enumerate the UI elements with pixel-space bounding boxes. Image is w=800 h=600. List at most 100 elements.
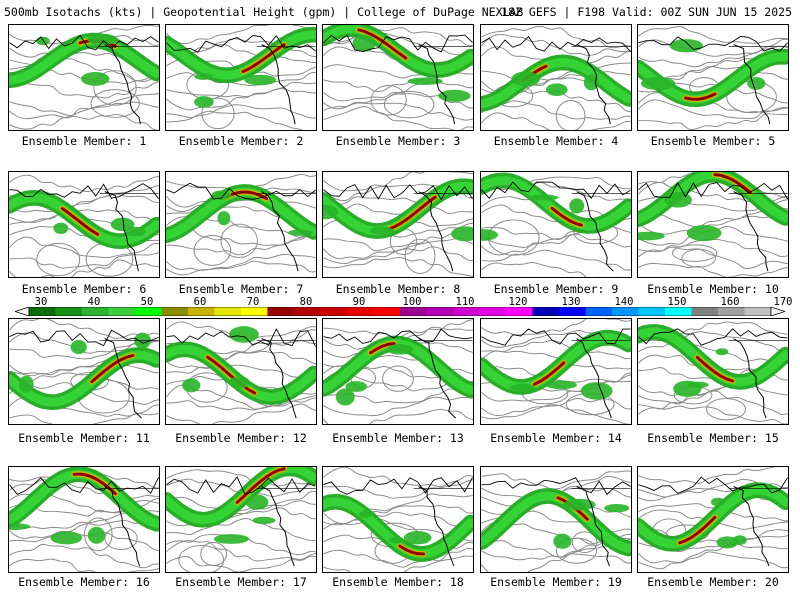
- isotach-patch: [81, 72, 110, 86]
- coastline: [9, 329, 159, 347]
- ensemble-member-caption: Ensemble Member: 15: [647, 431, 779, 445]
- isotach-band-50kt: [323, 339, 473, 395]
- height-contour-line: [166, 518, 316, 541]
- ensemble-member-caption: Ensemble Member: 11: [18, 431, 150, 445]
- ensemble-map-panel: [165, 24, 317, 131]
- ensemble-member-caption: Ensemble Member: 19: [490, 575, 622, 589]
- coastline-borders: [323, 477, 473, 567]
- height-contour-line: [323, 547, 473, 568]
- height-contour-line: [166, 88, 316, 111]
- isotach-core-90kt: [713, 173, 752, 194]
- colorbar-swatch: [665, 307, 692, 316]
- ensemble-map: [323, 319, 473, 424]
- colorbar-swatch: [400, 307, 427, 316]
- colorbar-swatch: [108, 307, 136, 316]
- ensemble-map: [166, 25, 316, 130]
- isotach-patch: [716, 536, 739, 549]
- ensemble-member-caption: Ensemble Member: 13: [332, 431, 464, 445]
- height-contour-line: [9, 174, 159, 192]
- coastline: [638, 476, 788, 494]
- height-contour-line: [638, 467, 776, 484]
- height-contour-closed: [571, 531, 598, 553]
- west-coastline: [261, 486, 295, 567]
- coastline: [9, 34, 159, 51]
- isotach-patch: [50, 531, 83, 545]
- height-contour-line: [638, 405, 788, 424]
- colorbar-swatch: [691, 307, 719, 316]
- height-contour-closed: [193, 235, 232, 266]
- ensemble-member-caption: Ensemble Member: 7: [178, 282, 304, 296]
- ensemble-map: [166, 321, 316, 424]
- ensemble-map-panel: [165, 171, 317, 278]
- isotach-patch: [509, 383, 535, 392]
- height-contour-line: [323, 106, 473, 130]
- coastline-borders: [638, 328, 788, 419]
- coastline-borders: [323, 34, 473, 125]
- ensemble-map: [323, 25, 473, 130]
- height-contour-line: [166, 38, 316, 57]
- isotach-patch: [580, 382, 613, 400]
- coastline-borders: [166, 34, 316, 125]
- height-contour-line: [638, 181, 788, 203]
- colorbar-swatch: [453, 307, 480, 316]
- height-contour-line: [166, 44, 316, 64]
- isotach-patch: [53, 222, 69, 234]
- height-contours: [9, 319, 159, 424]
- isotach-core-90kt: [90, 354, 135, 384]
- isotach-patch: [388, 536, 404, 544]
- coastline: [481, 35, 631, 52]
- isotach-jet: [638, 324, 788, 397]
- ensemble-map: [9, 319, 159, 424]
- height-contour-line: [9, 209, 159, 223]
- ensemble-member-caption: Ensemble Member: 5: [650, 134, 776, 148]
- isotach-jet: [481, 54, 631, 112]
- height-contour-line: [481, 62, 631, 81]
- isotach-patch: [604, 503, 630, 513]
- isotach-core-90kt: [241, 43, 286, 74]
- height-contour-line: [323, 408, 473, 424]
- coastline: [481, 328, 631, 346]
- ensemble-map-panel: [637, 466, 789, 573]
- ensemble-map: [481, 319, 631, 424]
- isotach-patch: [562, 498, 596, 511]
- ensemble-map: [9, 467, 159, 572]
- west-coastline: [104, 338, 142, 419]
- west-coastline: [418, 338, 457, 419]
- colorbar-tick-label: 160: [720, 296, 740, 308]
- coastline-borders: [638, 181, 788, 272]
- ensemble-map-panel: [637, 318, 789, 425]
- height-contour-line: [638, 238, 788, 257]
- isotach-patch: [70, 339, 87, 355]
- isotach-patch: [369, 226, 395, 235]
- height-contour-line: [166, 394, 316, 411]
- height-contour-line: [166, 540, 316, 562]
- height-contour-closed: [555, 100, 586, 130]
- colorbar-strip: [15, 307, 785, 316]
- isotach-patch: [359, 510, 372, 519]
- coastline: [323, 328, 473, 344]
- height-contour-line: [638, 509, 788, 530]
- isotach-jet: [9, 32, 159, 89]
- height-contour-line: [166, 104, 316, 119]
- west-coastline: [576, 338, 612, 419]
- coastline: [638, 328, 788, 346]
- colorbar-swatch: [214, 307, 242, 316]
- isotach-jet: [638, 39, 788, 108]
- height-contour-line: [9, 193, 159, 213]
- height-contour-line: [9, 499, 159, 517]
- isotach-core-90kt: [235, 467, 286, 504]
- coastline-borders: [481, 477, 631, 567]
- height-contour-closed: [555, 537, 598, 564]
- height-contour-closed: [706, 398, 747, 421]
- ensemble-map-panel: [8, 466, 160, 573]
- height-contour-line: [638, 225, 788, 246]
- colorbar-tick-label: 90: [352, 296, 366, 308]
- ensemble-map-panel: [480, 318, 632, 425]
- height-contour-line: [481, 34, 631, 56]
- ensemble-member-caption: Ensemble Member: 3: [335, 134, 461, 148]
- colorbar-tick-label: 100: [402, 296, 422, 308]
- isotach-jet: [481, 488, 631, 557]
- height-contour-closed: [383, 90, 435, 119]
- height-contour-line: [481, 319, 631, 336]
- colorbar-swatch: [585, 307, 613, 316]
